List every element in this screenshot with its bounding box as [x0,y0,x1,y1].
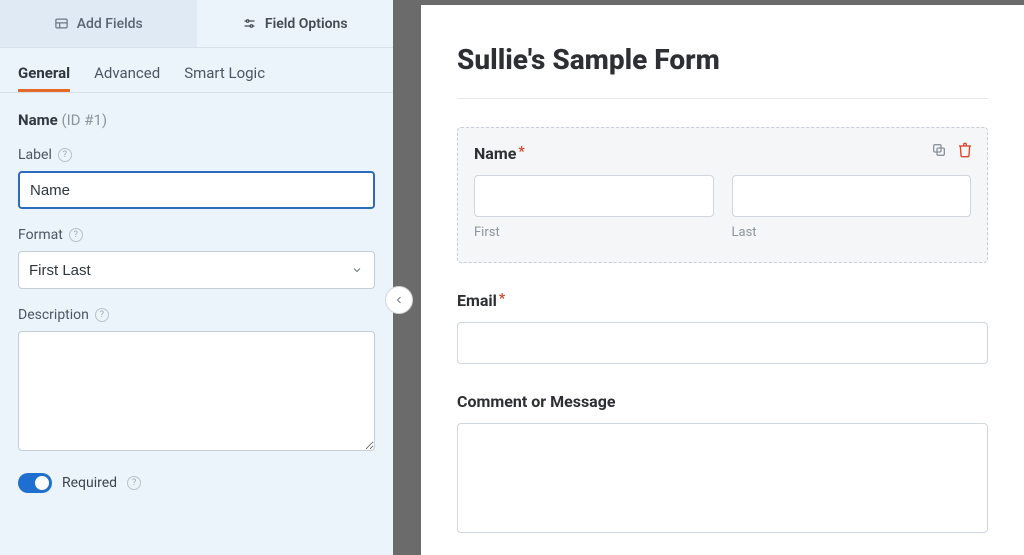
trash-icon[interactable] [957,142,973,158]
first-sublabel: First [474,225,714,240]
description-label: Description [18,307,89,323]
field-options-icon [242,16,257,31]
description-textarea[interactable] [18,331,375,451]
preview-wrap: Sullie's Sample Form Name* First [393,0,1024,555]
field-email-title: Email* [457,291,988,310]
tab-field-options[interactable]: Field Options [197,0,394,47]
subtab-advanced[interactable]: Advanced [94,64,160,92]
required-toggle[interactable] [18,473,52,493]
chevron-left-icon [393,294,405,306]
sub-tabs: General Advanced Smart Logic [0,48,393,92]
tab-add-fields-label: Add Fields [77,16,143,32]
group-format: Format ? First Last [18,227,375,289]
field-heading: Name (ID #1) [18,111,375,129]
required-star: * [518,144,524,160]
field-comment-title: Comment or Message [457,392,988,411]
email-input[interactable] [457,322,988,364]
field-name-title: Name* [474,144,971,163]
field-comment[interactable]: Comment or Message [457,392,988,533]
label-input[interactable] [18,171,375,209]
help-icon[interactable]: ? [127,476,141,490]
subtab-general[interactable]: General [18,64,70,92]
top-tabs: Add Fields Field Options [0,0,393,48]
tab-add-fields[interactable]: Add Fields [0,0,197,47]
format-select[interactable]: First Last [18,251,375,289]
tab-field-options-label: Field Options [265,16,348,32]
group-label: Label ? [18,147,375,209]
help-icon[interactable]: ? [58,148,72,162]
format-label: Format [18,227,63,243]
last-sublabel: Last [732,225,972,240]
last-name-input[interactable] [732,175,972,217]
field-actions [931,142,973,158]
group-description: Description ? [18,307,375,455]
panel-body: Name (ID #1) Label ? Format ? First Last [0,93,393,493]
label-label: Label [18,147,52,163]
field-heading-id: (ID #1) [61,111,107,129]
subtab-smart-logic[interactable]: Smart Logic [184,64,265,92]
first-name-input[interactable] [474,175,714,217]
required-label: Required [62,475,117,491]
field-name[interactable]: Name* First Last [457,127,988,263]
add-fields-icon [54,16,69,31]
divider [457,98,988,99]
comment-textarea[interactable] [457,423,988,533]
form-title: Sullie's Sample Form [457,43,988,76]
help-icon[interactable]: ? [69,228,83,242]
field-heading-name: Name [18,111,58,129]
form-preview: Sullie's Sample Form Name* First [421,5,1024,555]
duplicate-icon[interactable] [931,142,947,158]
required-row: Required ? [18,473,375,493]
sidebar-panel: Add Fields Field Options General Advance… [0,0,393,555]
help-icon[interactable]: ? [95,308,109,322]
required-star: * [499,291,505,307]
field-email[interactable]: Email* [457,291,988,364]
collapse-handle[interactable] [385,286,413,314]
